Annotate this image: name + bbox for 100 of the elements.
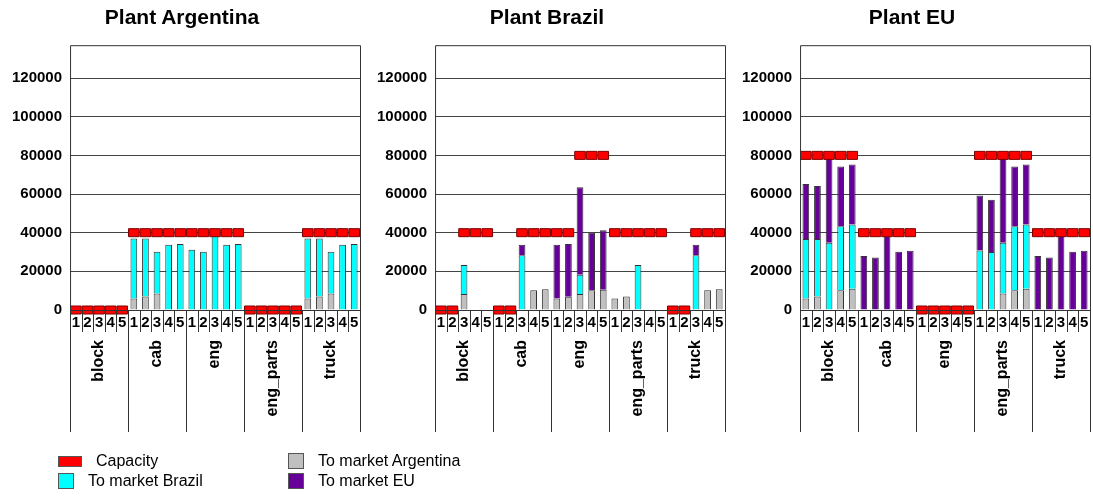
x-tick-label: 1 [917, 313, 926, 331]
x-tick-label: 4 [164, 313, 174, 331]
x-tick-label: 1 [245, 313, 254, 331]
text: cab [147, 339, 165, 368]
y-tick-label: 20000 [385, 261, 428, 279]
y-tick-label: 0 [418, 300, 428, 318]
y-tick-label: 100000 [11, 106, 63, 124]
y-tick-label: 100000 [741, 106, 793, 124]
x-tick-label: 1 [71, 313, 81, 331]
x-tick-label: 3 [691, 313, 701, 331]
x-tick-label: 2 [315, 313, 324, 331]
x-tick-label: 5 [1022, 313, 1031, 331]
y-tick-label: 100000 [376, 106, 428, 124]
x-tick-label: 4 [587, 313, 597, 331]
x-tick-label: 3 [459, 313, 469, 331]
x-tick-label: 5 [541, 313, 550, 331]
x-tick-label: 4 [471, 313, 481, 331]
x-tick-label: 1 [1033, 313, 1042, 331]
x-tick-label: 1 [610, 313, 619, 331]
y-tick-label: 120000 [741, 68, 793, 86]
text: block [819, 339, 837, 382]
chart-title: Plant Brazil [489, 5, 605, 29]
x-tick-label: 5 [176, 313, 185, 331]
x-tick-label: 5 [906, 313, 915, 331]
y-tick-label: 0 [53, 300, 63, 318]
text: truck [321, 339, 339, 380]
x-tick-label: 3 [940, 313, 950, 331]
text: cab [512, 339, 530, 368]
text: eng [205, 340, 223, 369]
text: eng [570, 340, 588, 369]
x-tick-label: 4 [529, 313, 539, 331]
x-tick-label: 2 [506, 313, 515, 331]
x-tick-label: 1 [859, 313, 869, 331]
text: truck [1051, 339, 1069, 380]
x-tick-label: 5 [292, 313, 301, 331]
text: eng_parts [263, 339, 281, 417]
x-tick-label: 5 [715, 313, 724, 331]
text: cab [877, 339, 895, 368]
x-tick-label: 5 [118, 313, 127, 331]
text: eng_parts [628, 339, 646, 417]
x-tick-label: 3 [824, 313, 834, 331]
y-tick-label: 20000 [750, 261, 793, 279]
y-tick-label: 40000 [385, 222, 428, 240]
x-tick-label: 2 [680, 313, 689, 331]
x-tick-label: 3 [152, 313, 162, 331]
x-tick-label: 4 [280, 313, 290, 331]
x-tick-label: 4 [645, 313, 655, 331]
y-tick-label: 120000 [376, 68, 428, 86]
y-tick-label: 120000 [11, 68, 63, 86]
x-tick-label: 2 [871, 313, 880, 331]
y-tick-label: 40000 [20, 222, 63, 240]
x-tick-label: 1 [975, 313, 984, 331]
x-tick-label: 3 [268, 313, 278, 331]
text: truck [686, 339, 704, 380]
x-tick-label: 3 [94, 313, 104, 331]
x-tick-label: 5 [964, 313, 973, 331]
x-tick-label: 1 [494, 313, 504, 331]
y-tick-label: 60000 [20, 184, 63, 202]
x-tick-label: 2 [929, 313, 938, 331]
y-tick-label: 80000 [750, 145, 793, 163]
x-tick-label: 5 [657, 313, 666, 331]
x-tick-label: 4 [703, 313, 713, 331]
x-tick-label: 3 [633, 313, 643, 331]
x-tick-label: 2 [141, 313, 150, 331]
y-tick-label: 20000 [20, 261, 63, 279]
x-tick-label: 5 [350, 313, 359, 331]
x-tick-label: 5 [234, 313, 243, 331]
text: eng [935, 340, 953, 369]
x-tick-label: 3 [326, 313, 336, 331]
legend-label: To market Brazil [88, 472, 203, 490]
y-tick-label: 40000 [750, 222, 793, 240]
x-tick-label: 2 [83, 313, 92, 331]
x-tick-label: 3 [575, 313, 585, 331]
x-tick-label: 1 [552, 313, 561, 331]
x-tick-label: 1 [801, 313, 811, 331]
x-tick-label: 2 [813, 313, 822, 331]
x-tick-label: 4 [338, 313, 348, 331]
x-tick-label: 4 [1010, 313, 1020, 331]
chart-title: Plant EU [868, 5, 956, 29]
x-tick-label: 2 [257, 313, 266, 331]
chart-title: Plant Argentina [104, 5, 260, 29]
x-tick-label: 4 [952, 313, 962, 331]
x-tick-label: 1 [303, 313, 312, 331]
x-tick-label: 1 [436, 313, 446, 331]
x-tick-label: 2 [448, 313, 457, 331]
x-tick-label: 2 [987, 313, 996, 331]
x-tick-label: 3 [210, 313, 220, 331]
legend-label: Capacity [96, 452, 159, 470]
x-tick-label: 1 [129, 313, 139, 331]
text: block [89, 339, 107, 382]
x-tick-label: 3 [998, 313, 1008, 331]
x-tick-label: 3 [517, 313, 527, 331]
x-tick-label: 1 [668, 313, 677, 331]
x-tick-label: 5 [848, 313, 857, 331]
x-tick-label: 3 [882, 313, 892, 331]
text: block [454, 339, 472, 382]
x-tick-label: 4 [106, 313, 116, 331]
x-tick-label: 2 [564, 313, 573, 331]
y-tick-label: 80000 [385, 145, 428, 163]
y-tick-label: 60000 [385, 184, 428, 202]
